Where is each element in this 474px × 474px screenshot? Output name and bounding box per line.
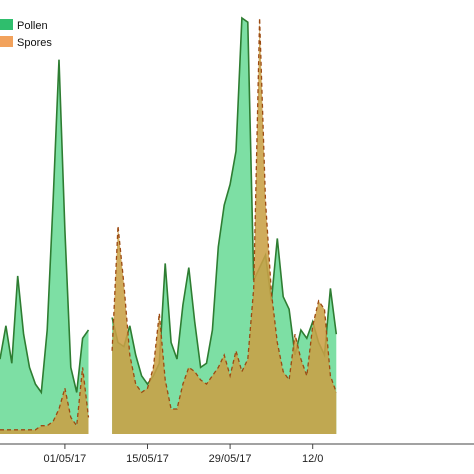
pollen-area-segment-2 — [112, 18, 337, 434]
spores-area-segment-1 — [0, 367, 89, 434]
legend-swatch-pollen — [0, 19, 13, 30]
x-tick-label-3: 29/05/17 — [209, 453, 252, 465]
x-tick-label-1: 01/05/17 — [43, 453, 86, 465]
spores-area-segment-2 — [112, 18, 337, 434]
legend: Pollen Spores — [0, 19, 52, 49]
legend-swatch-spores — [0, 36, 13, 47]
pollen-area-segment-1 — [0, 59, 89, 434]
pollen-line-segment-1 — [0, 59, 90, 395]
x-tick-label-2: 15/05/17 — [126, 453, 169, 465]
plot-area — [0, 16, 338, 434]
legend-label-pollen: Pollen — [17, 20, 48, 32]
x-tick-label-4: 12/0 — [302, 453, 323, 465]
spores-line-segment-2 — [111, 17, 337, 410]
spores-line-segment-1 — [0, 367, 90, 431]
legend-label-spores: Spores — [17, 37, 52, 49]
x-axis: 01/05/17 15/05/17 29/05/17 12/0 — [0, 443, 474, 465]
